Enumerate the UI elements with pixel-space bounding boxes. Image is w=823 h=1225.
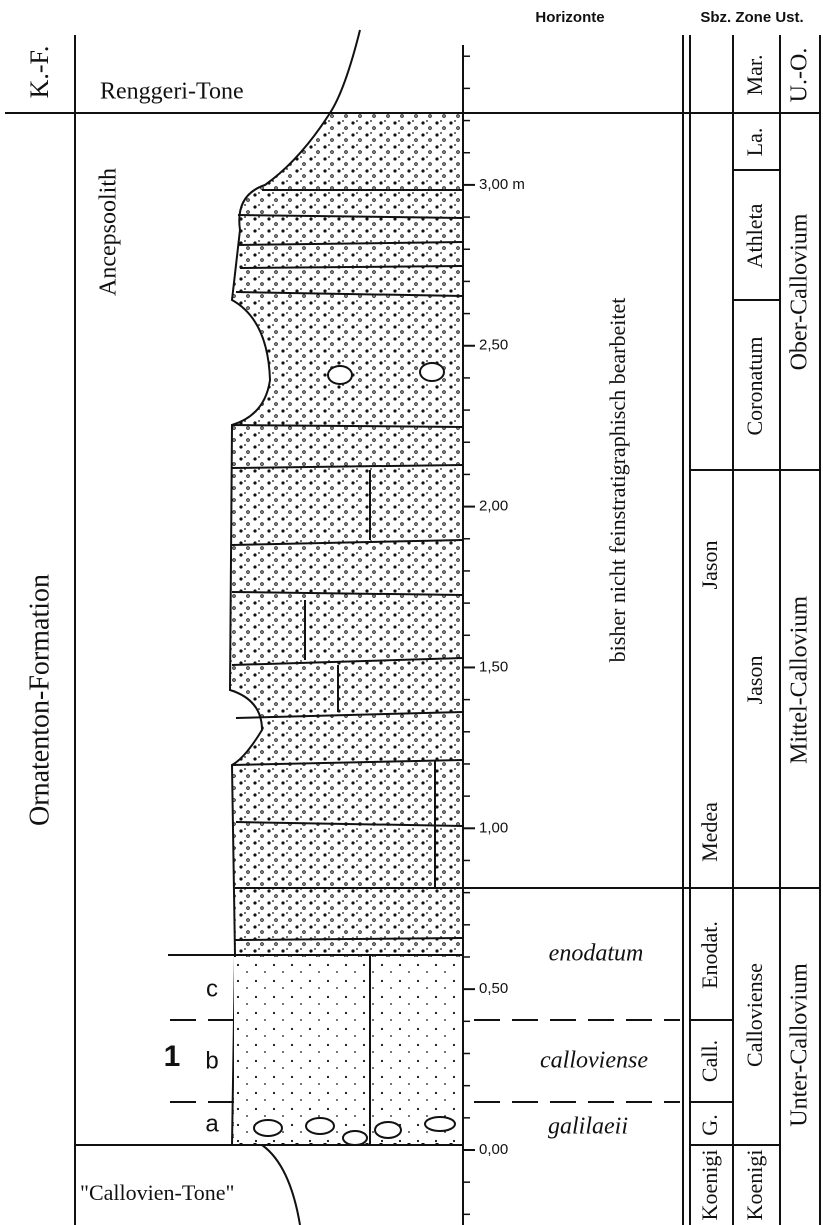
stage: Mittel-Callovium (787, 596, 813, 764)
subzone: Enodat. (697, 921, 722, 989)
header-horizonte: Horizonte (535, 9, 604, 26)
unit-member: Ancepsoolith (96, 168, 122, 296)
zone: La. (742, 128, 767, 157)
scale-label: 1,50 (479, 658, 508, 675)
subzone: Call. (697, 1040, 722, 1082)
scale-label: 2,00 (479, 498, 508, 515)
scale-label: 2,50 (479, 337, 508, 354)
subzone: Jason (697, 541, 722, 590)
scale-label: 1,00 (479, 819, 508, 836)
horizon: calloviense (540, 1048, 648, 1074)
horizon: galilaeii (548, 1114, 628, 1140)
horizonte-note: bisher nicht feinstratigraphisch bearbei… (605, 298, 630, 663)
horizon: enodatum (549, 941, 644, 967)
stage: U.-O. (787, 48, 813, 103)
zone: Coronatum (742, 337, 767, 436)
unit-upper: Renggeri-Tone (100, 79, 244, 105)
scale-label: 3,00 m (479, 176, 525, 193)
formation-name: Ornatenton-Formation (24, 574, 55, 826)
zone: Koenigi (742, 1150, 767, 1221)
rock-column (230, 113, 463, 1145)
stage: Ober-Callovium (787, 213, 813, 370)
zone: Jason (742, 656, 767, 705)
bed-number: 1 (164, 1040, 181, 1073)
stage-column: U.-O. Ober-Callovium Mittel-Callovium Un… (787, 48, 813, 1127)
subzone-column: Jason Medea Enodat. Call. G. Koenigi (697, 541, 722, 1221)
scale-label: 0,50 (479, 980, 508, 997)
zone: Athleta (742, 203, 767, 268)
zone: Calloviense (742, 963, 767, 1067)
subzone: Koenigi (697, 1150, 722, 1221)
zone-column: Mar. La. Athleta Coronatum Jason Callovi… (742, 55, 767, 1221)
subzone: Medea (697, 802, 722, 862)
subzone: G. (697, 1114, 722, 1135)
subbed-label: c (206, 975, 218, 1002)
zone: Mar. (742, 55, 767, 96)
header-sbz-zone-ust: Sbz. Zone Ust. (700, 9, 803, 26)
unit-lower: "Callovien-Tone" (80, 1180, 235, 1205)
subbed-label: a (205, 1110, 219, 1137)
formation-abbr: K.-F. (25, 46, 54, 99)
subbed-label: b (205, 1047, 218, 1074)
depth-scale: 0,00 0,50 1,00 1,50 2,00 2,50 3,00 m (463, 45, 525, 1225)
scale-label: 0,00 (479, 1141, 508, 1158)
stage: Unter-Callovium (787, 963, 813, 1127)
diagram: 0,00 0,50 1,00 1,50 2,00 2,50 3,00 m Horizonte… (0, 0, 823, 1225)
